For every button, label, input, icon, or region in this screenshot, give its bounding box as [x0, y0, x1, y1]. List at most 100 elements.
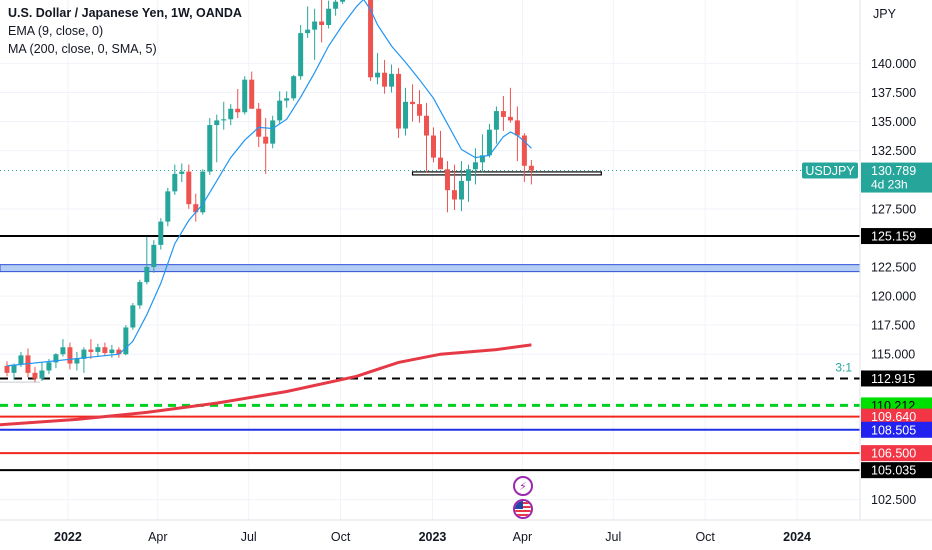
candle[interactable] — [11, 363, 17, 380]
candle[interactable] — [333, 0, 339, 16]
tag-bg — [861, 370, 932, 387]
candle[interactable] — [298, 25, 304, 80]
price-tag-112.915: 112.915 — [861, 370, 932, 387]
candle[interactable] — [424, 102, 430, 173]
candle[interactable] — [319, 0, 325, 43]
ema-legend[interactable]: EMA (9, close, 0) — [8, 24, 104, 38]
candle[interactable] — [326, 0, 332, 29]
candle[interactable] — [95, 343, 101, 357]
candle[interactable] — [493, 106, 499, 144]
candle[interactable] — [88, 339, 94, 359]
candle[interactable] — [193, 193, 199, 222]
candle[interactable] — [186, 164, 192, 209]
candle[interactable] — [74, 351, 80, 371]
candle[interactable] — [116, 347, 122, 358]
grid-lines — [0, 0, 860, 520]
candle-body — [270, 120, 276, 144]
horizontal-levels[interactable]: 3:1 — [0, 170, 860, 472]
candle[interactable] — [67, 342, 73, 370]
candle-body — [430, 135, 436, 158]
candle[interactable] — [430, 127, 436, 163]
candle[interactable] — [207, 118, 213, 176]
candle[interactable] — [479, 134, 485, 173]
candle[interactable] — [451, 164, 457, 210]
candle[interactable] — [472, 148, 478, 185]
support-zone[interactable] — [0, 264, 861, 273]
short-level-line[interactable] — [411, 171, 602, 176]
chart-legend[interactable]: U.S. Dollar / Japanese Yen, 1W, OANDA EM… — [8, 4, 242, 58]
lightning-icon[interactable]: ⚡ — [513, 476, 533, 496]
candle[interactable] — [389, 64, 395, 93]
candle[interactable] — [249, 71, 255, 109]
candle[interactable] — [277, 91, 283, 124]
candle[interactable] — [444, 161, 450, 213]
candle-body — [221, 119, 227, 121]
candle[interactable] — [123, 325, 129, 356]
candle[interactable] — [158, 218, 164, 250]
ma-legend[interactable]: MA (200, close, 0, SMA, 5) — [8, 42, 157, 56]
candle[interactable] — [4, 361, 10, 377]
candle[interactable] — [312, 8, 318, 60]
candle[interactable] — [130, 303, 136, 330]
candle[interactable] — [228, 104, 234, 126]
candle-body — [95, 347, 101, 352]
symbol-title[interactable]: U.S. Dollar / Japanese Yen, 1W, OANDA — [8, 6, 242, 20]
candle[interactable] — [486, 123, 492, 158]
candle[interactable] — [165, 187, 171, 227]
candle-body — [4, 365, 10, 373]
candle[interactable] — [263, 118, 269, 174]
bar-countdown: 4d 23h — [871, 178, 908, 192]
x-tick-label: Jul — [605, 530, 621, 544]
candle[interactable] — [214, 114, 220, 163]
candle[interactable] — [305, 6, 311, 38]
candle[interactable] — [368, 0, 374, 81]
candle-body — [200, 171, 206, 213]
candle[interactable] — [382, 59, 388, 94]
candle[interactable] — [465, 164, 471, 202]
candle[interactable] — [396, 68, 402, 138]
candlesticks[interactable] — [4, 0, 534, 383]
candle[interactable] — [39, 362, 45, 381]
candle[interactable] — [284, 91, 290, 108]
candle[interactable] — [81, 347, 87, 373]
candle[interactable] — [458, 161, 464, 212]
candle[interactable] — [60, 339, 66, 357]
candle[interactable] — [500, 95, 506, 131]
candle-body — [507, 116, 513, 121]
candle-body — [437, 157, 443, 170]
candle[interactable] — [172, 164, 178, 195]
candle[interactable] — [270, 115, 276, 149]
candle[interactable] — [507, 87, 513, 123]
candle[interactable] — [375, 52, 381, 85]
candle[interactable] — [256, 102, 262, 148]
currency-label: JPY — [873, 7, 897, 21]
candle[interactable] — [417, 90, 423, 123]
y-tick-label: 137.500 — [871, 86, 916, 100]
candle[interactable] — [340, 0, 346, 5]
us-flag-icon[interactable] — [513, 499, 533, 519]
candle[interactable] — [410, 84, 416, 122]
candle[interactable] — [403, 87, 409, 136]
candle[interactable] — [235, 88, 241, 119]
candle[interactable] — [109, 344, 115, 358]
candle[interactable] — [528, 159, 534, 185]
candle[interactable] — [179, 163, 185, 183]
candle[interactable] — [102, 342, 108, 356]
candle[interactable] — [437, 130, 443, 170]
time-axis[interactable]: 2022 Apr Jul Oct 2023 Apr Jul Oct 2024 — [0, 519, 932, 550]
candle[interactable] — [221, 101, 227, 130]
x-tick-label: Apr — [513, 530, 532, 544]
price-tag-106.500: 106.500 — [861, 445, 932, 462]
candle[interactable] — [200, 169, 206, 215]
candle-body — [39, 370, 45, 379]
candle[interactable] — [144, 236, 150, 285]
tag-text: 105.035 — [871, 464, 916, 478]
candle[interactable] — [291, 75, 297, 101]
candle[interactable] — [514, 106, 520, 162]
candle[interactable] — [151, 240, 157, 273]
candle-body — [179, 171, 185, 174]
candle[interactable] — [32, 367, 38, 383]
candle[interactable] — [242, 76, 248, 115]
candle[interactable] — [137, 279, 143, 309]
